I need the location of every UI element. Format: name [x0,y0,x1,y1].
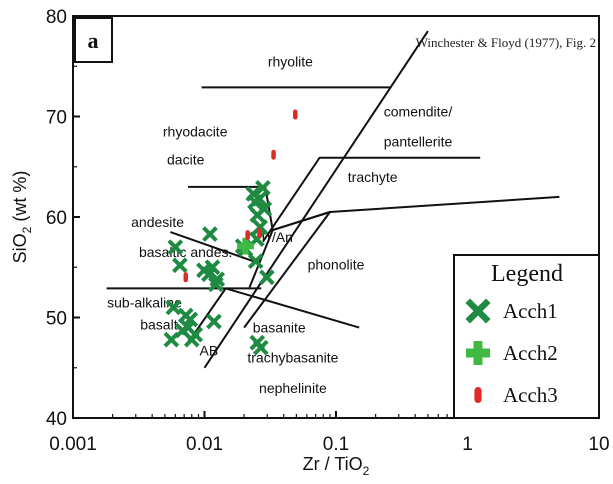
acch1-point [172,257,188,274]
field-label: rhyodacite [163,124,228,140]
acch1-point [252,219,268,235]
field-label: sub-alkaline [107,294,182,310]
boundary-line-6 [170,231,260,265]
field-labels: rhyolite comendite/pantellerite rhyodacite… [107,53,452,396]
acch1-point [256,201,273,217]
acch1-point [204,259,221,276]
acch1-point [255,180,271,196]
acch1-point [251,191,268,207]
panel-label-box: a [74,17,113,63]
y-tick-label: 60 [46,208,67,229]
acch3-point [183,272,188,283]
field-label: basaltic andes. [139,244,232,260]
x-tick-label: 1 [462,434,473,455]
field-label: basalt [140,317,177,333]
y-tick-label: 40 [46,409,67,430]
field-label: pantellerite [384,134,453,150]
acch1-point [165,299,182,316]
acch1-legend-marker [465,298,491,324]
acch3-legend-marker [474,387,482,403]
acch3-point [293,109,298,120]
acch1-point [163,331,180,348]
x-axis-title-sub: 2 [363,464,370,478]
legend: Legend Acch1 Acch2 Acch3 [453,254,600,419]
acch3-point [271,149,276,160]
y-axis-title-pre: SiO [10,233,30,263]
boundary-line-9 [225,287,360,329]
acch1-point [208,276,224,293]
acch1-point [259,269,275,286]
x-tick-label: 0.01 [186,434,223,455]
legend-label: Acch2 [503,341,558,365]
acch1-point [167,239,184,255]
field-label: basanite [253,320,306,336]
boundary-line-1 [203,30,429,369]
field-label: dacite [167,152,205,168]
boundary-line-2 [243,211,331,329]
x-axis-title: Zr / TiO2 [303,454,370,478]
y-axis-title-sub: 2 [20,226,34,233]
x-tick-label: 0.1 [323,434,349,455]
acch1-point [247,253,264,270]
acch2-legend-marker [466,341,490,365]
y-axis-title-post: (wt %) [10,171,30,227]
legend-label: Acch1 [503,299,558,323]
field-label: phonolite [308,256,365,272]
x-tick-label: 10 [588,434,609,455]
acch1-point [182,311,199,328]
field-label: Tr/An [259,229,293,245]
boundary-line-11 [264,186,331,232]
legend-label: Acch3 [503,383,558,407]
legend-title: Legend [491,261,563,287]
acch3-point [257,228,262,239]
y-axis-title: SiO2 (wt %) [10,171,34,264]
field-label: trachyte [348,169,398,185]
panel-label: a [88,28,99,53]
y-tick-label: 50 [46,309,67,330]
credit-text: Winchester & Floyd (1977), Fig. 2 [416,35,596,50]
acch3-point [245,230,250,241]
x-axis-title-main: Zr / TiO [303,454,363,474]
x-tick-label: 0.001 [49,434,97,455]
acch1-point [201,266,217,283]
acch1-point [202,226,218,242]
legend-items: Acch1 Acch2 Acch3 [465,298,558,407]
field-label: trachybasanite [247,350,338,366]
acch1-point [187,326,204,343]
acch1-point [252,339,269,356]
acch1-point [206,313,222,330]
boundary-line-5 [262,156,481,242]
field-label: rhyolite [268,53,313,69]
field-label: nephelinite [259,380,327,396]
data-points [163,109,298,356]
field-label: andesite [131,214,184,230]
y-tick-label: 70 [46,108,67,129]
field-label: comendite/ [384,104,453,120]
y-tick-label: 80 [46,7,67,28]
acch2-point [237,237,254,255]
field-label: AB [200,343,219,359]
